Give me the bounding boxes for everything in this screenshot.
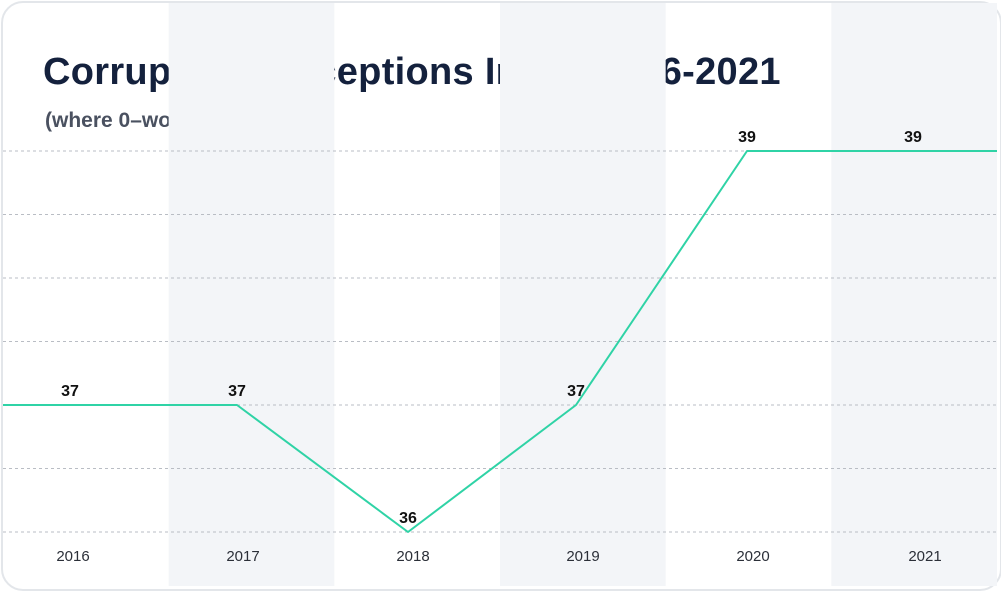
data-label-2020: 39 [738, 129, 756, 146]
column-band-2021 [831, 3, 997, 586]
column-band-2019 [500, 3, 666, 586]
data-label-2018: 36 [399, 510, 417, 527]
x-tick-label: 2019 [566, 548, 599, 565]
series-line [3, 150, 997, 533]
x-tick-label: 2021 [908, 548, 941, 565]
data-labels: 37 37 36 37 39 39 [61, 129, 922, 527]
column-bands [168, 3, 997, 586]
x-tick-label: 2020 [736, 548, 769, 565]
x-tick-label: 2018 [396, 548, 429, 565]
data-label-2016: 37 [61, 383, 79, 400]
data-label-2019: 37 [567, 383, 585, 400]
data-label-2021: 39 [904, 129, 922, 146]
series-group [3, 150, 997, 533]
x-axis-ticks: 2016 2017 2018 2019 2020 2021 [56, 548, 941, 565]
data-label-2017: 37 [228, 383, 246, 400]
x-tick-label: 2016 [56, 548, 89, 565]
column-band-2017 [168, 3, 335, 586]
x-tick-label: 2017 [226, 548, 259, 565]
